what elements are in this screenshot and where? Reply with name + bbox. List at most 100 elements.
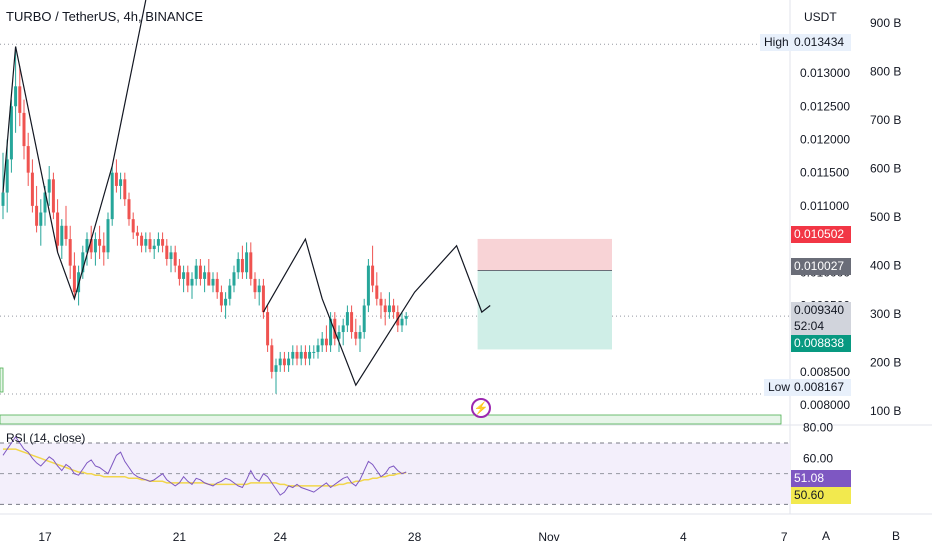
candle-body xyxy=(93,239,97,253)
time-tick-label: Nov xyxy=(538,530,559,544)
rsi-tick-label: 60.00 xyxy=(803,451,833,465)
stop-loss-zone xyxy=(477,238,612,271)
candle-body xyxy=(354,332,358,339)
b-button xyxy=(888,528,904,544)
candle-body xyxy=(379,298,383,306)
entry-price-tag: 0.010027 xyxy=(791,258,851,275)
candle-body xyxy=(261,285,265,313)
a-button xyxy=(818,528,834,544)
candle-body xyxy=(64,225,68,240)
candle-body xyxy=(282,358,286,366)
volume-tick-label: 800 B xyxy=(870,65,901,79)
candle-body xyxy=(287,358,291,366)
candle-body xyxy=(274,365,278,372)
candle-body xyxy=(392,305,396,313)
candle-body xyxy=(203,272,207,279)
candle-body xyxy=(245,252,249,273)
candle-body xyxy=(43,192,47,213)
time-tick-label: 7 xyxy=(781,530,788,544)
candle-body xyxy=(22,112,26,147)
rsi-ma-value-tag: 50.60 xyxy=(791,487,851,504)
candle-body xyxy=(47,179,51,193)
candle-body xyxy=(110,172,114,220)
candle-body xyxy=(106,219,110,253)
candle-body xyxy=(375,285,379,299)
candle-body xyxy=(89,239,93,253)
candle-body xyxy=(228,285,232,299)
candle-body xyxy=(152,245,156,250)
candle-body xyxy=(56,212,60,246)
current-price-tag: 0.009340 xyxy=(791,302,851,319)
b-button-label: B xyxy=(892,529,900,543)
candle-body xyxy=(98,239,102,246)
lightning-icon[interactable]: ⚡ xyxy=(471,398,491,418)
candle-body xyxy=(299,351,303,359)
candle-body xyxy=(114,172,118,186)
price-tick-label: 0.008500 xyxy=(800,365,850,379)
candle-body xyxy=(119,179,123,186)
candle-body xyxy=(9,106,13,160)
rsi-value-tag: 51.08 xyxy=(791,470,851,487)
chart-title: TURBO / TetherUS, 4h, BINANCE xyxy=(6,9,203,24)
volume-tick-label: 600 B xyxy=(870,162,901,176)
candle-body xyxy=(68,239,72,266)
candle-body xyxy=(366,265,370,306)
candle-body xyxy=(329,318,333,346)
candle-body xyxy=(26,146,30,173)
candle-body xyxy=(207,272,211,286)
candle-body xyxy=(14,86,18,107)
take-profit-zone xyxy=(477,270,612,350)
candle-body xyxy=(1,192,5,206)
candle-body xyxy=(270,345,274,372)
price-tick-label: 0.012500 xyxy=(800,99,850,113)
candle-body xyxy=(51,179,55,213)
candle-body xyxy=(404,316,408,319)
candle-body xyxy=(5,159,9,193)
candle-body xyxy=(85,239,89,253)
candle-body xyxy=(236,258,240,273)
candle-body xyxy=(144,239,148,246)
candle-body xyxy=(240,258,244,273)
candle-body xyxy=(81,252,85,273)
candle-body xyxy=(232,272,236,286)
low-value-tag: 0.008167 xyxy=(791,379,851,396)
time-tick-label: 24 xyxy=(274,530,288,544)
time-tick-label: 21 xyxy=(173,530,187,544)
price-tick-label: 0.008000 xyxy=(800,398,850,412)
price-tick-label: 0.011500 xyxy=(800,166,849,180)
volume-tick-label: 400 B xyxy=(870,259,901,273)
rsi-title: RSI (14, close) xyxy=(6,431,86,445)
candle-body xyxy=(333,318,337,339)
candle-body xyxy=(123,179,127,200)
candle-body xyxy=(18,86,22,113)
high-label: High xyxy=(760,34,793,51)
low-label: Low xyxy=(764,379,795,396)
candle-body xyxy=(35,205,39,226)
candle-body xyxy=(295,351,299,359)
rsi-line xyxy=(2,436,407,496)
stop-loss-price-tag: 0.010502 xyxy=(791,226,851,243)
candle-body xyxy=(148,239,152,250)
take-profit-price-tag: 0.008838 xyxy=(791,335,851,352)
volume-tick-label: 300 B xyxy=(870,307,901,321)
countdown-tag: 52:04 xyxy=(791,318,851,335)
candle-body xyxy=(308,351,312,359)
candle-body xyxy=(249,252,253,279)
volume-tick-label: 200 B xyxy=(870,356,901,370)
candle-body xyxy=(257,285,261,293)
candle-body xyxy=(72,265,76,293)
candle-body xyxy=(291,351,295,359)
time-tick-label: 4 xyxy=(680,530,687,544)
candle-body xyxy=(186,272,190,286)
candle-body xyxy=(362,305,366,333)
volume-tick-label: 900 B xyxy=(870,16,901,30)
candle-body xyxy=(303,351,307,359)
candle-body xyxy=(165,245,169,259)
candle-body xyxy=(182,272,186,279)
volume-tick-label: 500 B xyxy=(870,210,901,224)
time-tick-label: 28 xyxy=(408,530,422,544)
candle-body xyxy=(60,225,64,246)
candles-group xyxy=(1,46,408,394)
candle-body xyxy=(140,235,144,246)
